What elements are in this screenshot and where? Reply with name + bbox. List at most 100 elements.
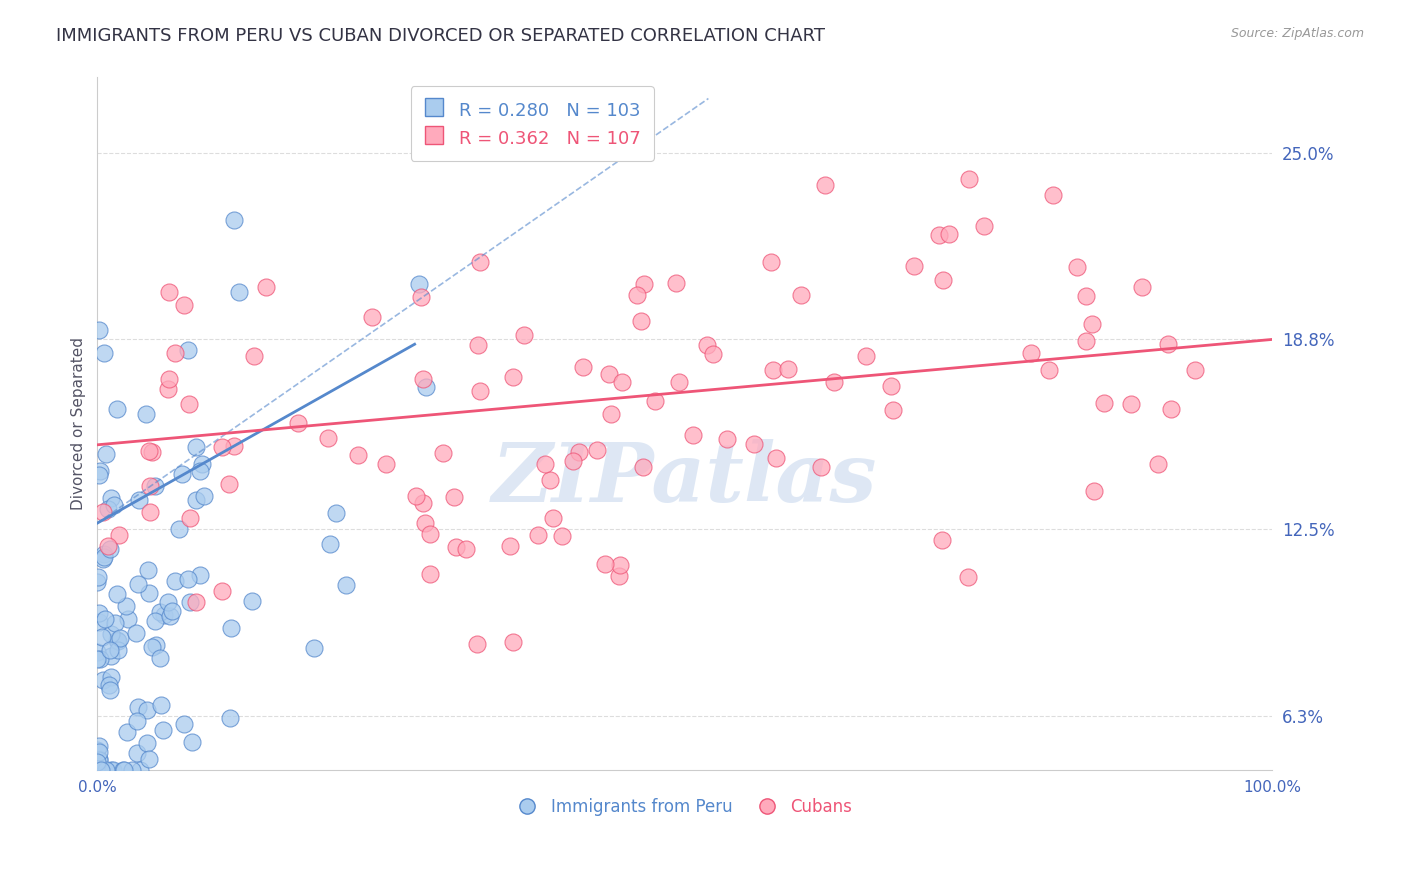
Point <box>631 460 654 475</box>
Point <box>97 539 120 553</box>
Point <box>1042 188 1064 202</box>
Point <box>193 489 215 503</box>
Point <box>191 457 214 471</box>
Point <box>224 212 246 227</box>
Point <box>419 566 441 581</box>
Point <box>287 416 309 430</box>
Point <box>814 178 837 193</box>
Point <box>127 576 149 591</box>
Point <box>1076 334 1098 349</box>
Legend: Immigrants from Peru, Cubans: Immigrants from Peru, Cubans <box>509 789 860 824</box>
Point <box>973 219 995 234</box>
Point <box>121 763 143 777</box>
Point <box>502 634 524 648</box>
Point <box>319 536 342 550</box>
Point <box>467 338 489 352</box>
Point <box>626 288 648 302</box>
Point <box>136 563 159 577</box>
Point <box>228 285 250 300</box>
Point <box>1121 396 1143 410</box>
Point <box>86 570 108 584</box>
Point <box>598 367 620 381</box>
Point <box>240 594 263 608</box>
Point <box>167 522 190 536</box>
Point <box>527 527 550 541</box>
Point <box>607 569 630 583</box>
Point <box>499 540 522 554</box>
Point <box>127 700 149 714</box>
Point <box>125 714 148 728</box>
Point <box>325 506 347 520</box>
Point <box>159 609 181 624</box>
Point <box>98 542 121 557</box>
Point <box>1130 280 1153 294</box>
Point <box>765 450 787 465</box>
Point <box>823 375 845 389</box>
Point <box>413 516 436 530</box>
Point <box>97 502 120 516</box>
Point <box>184 440 207 454</box>
Point <box>86 742 108 756</box>
Point <box>90 763 112 777</box>
Point <box>157 372 180 386</box>
Point <box>87 762 110 776</box>
Point <box>419 526 441 541</box>
Point <box>87 607 110 621</box>
Point <box>93 673 115 687</box>
Point <box>360 310 382 325</box>
Point <box>454 542 477 557</box>
Point <box>408 277 430 291</box>
Point <box>93 346 115 360</box>
Point <box>86 763 108 777</box>
Point <box>87 323 110 337</box>
Point <box>790 288 813 302</box>
Point <box>179 595 201 609</box>
Point <box>89 464 111 478</box>
Point <box>1157 337 1180 351</box>
Point <box>111 763 134 777</box>
Point <box>810 460 832 475</box>
Point <box>928 227 950 242</box>
Point <box>128 492 150 507</box>
Point <box>108 632 131 646</box>
Point <box>152 723 174 737</box>
Point <box>98 643 121 657</box>
Point <box>181 735 204 749</box>
Point <box>103 763 125 777</box>
Point <box>254 280 277 294</box>
Point <box>1074 289 1097 303</box>
Point <box>138 752 160 766</box>
Point <box>956 570 979 584</box>
Point <box>145 639 167 653</box>
Point <box>100 627 122 641</box>
Point <box>374 457 396 471</box>
Point <box>1184 363 1206 377</box>
Point <box>91 505 114 519</box>
Point <box>179 511 201 525</box>
Point <box>302 640 325 655</box>
Point <box>107 643 129 657</box>
Point <box>108 527 131 541</box>
Point <box>551 529 574 543</box>
Point <box>1019 345 1042 359</box>
Point <box>335 577 357 591</box>
Point <box>114 599 136 613</box>
Point <box>86 652 108 666</box>
Point <box>468 384 491 399</box>
Point <box>100 491 122 506</box>
Point <box>633 277 655 291</box>
Point <box>543 511 565 525</box>
Point <box>165 574 187 588</box>
Point <box>855 349 877 363</box>
Point <box>938 227 960 241</box>
Point <box>177 343 200 357</box>
Point <box>91 551 114 566</box>
Point <box>94 447 117 461</box>
Point <box>157 285 180 299</box>
Point <box>346 448 368 462</box>
Point <box>644 394 666 409</box>
Point <box>443 490 465 504</box>
Point <box>105 632 128 647</box>
Point <box>759 254 782 268</box>
Point <box>572 359 595 374</box>
